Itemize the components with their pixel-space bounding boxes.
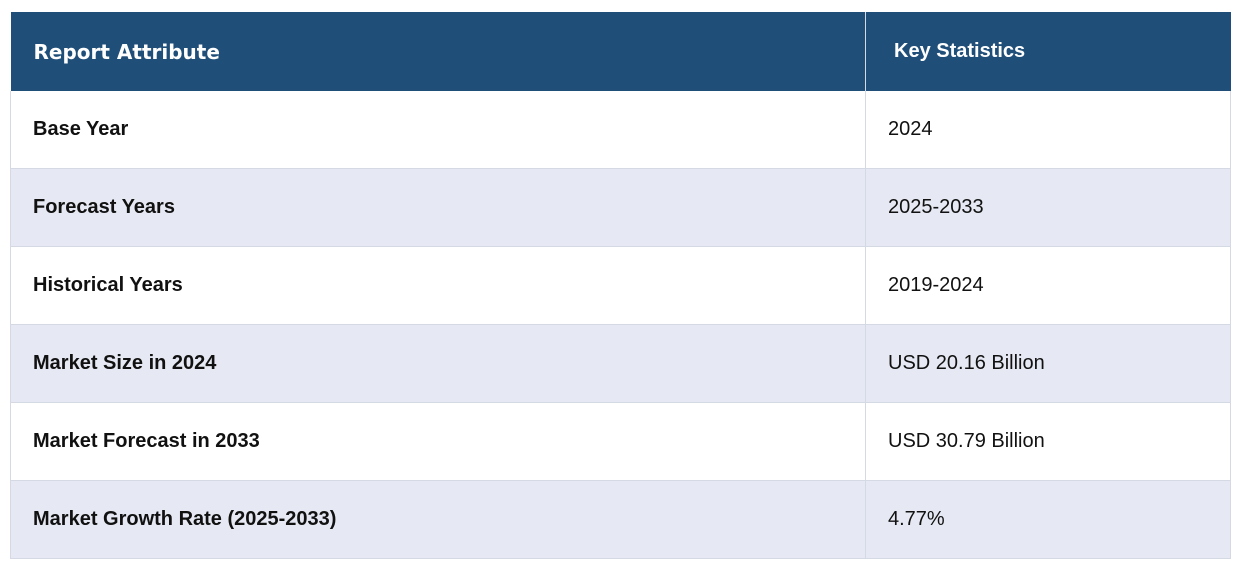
table-row: Forecast Years 2025-2033: [10, 168, 1231, 247]
row-value-cell: 2025-2033: [865, 168, 1231, 247]
table-row: Base Year 2024: [10, 91, 1231, 169]
row-attribute-cell: Base Year: [10, 91, 866, 169]
table-row: Market Growth Rate (2025-2033) 4.77%: [10, 480, 1231, 559]
row-attribute-cell: Market Growth Rate (2025-2033): [10, 480, 866, 559]
table-row: Historical Years 2019-2024: [10, 246, 1231, 325]
row-value-cell: 2019-2024: [865, 246, 1231, 325]
header-report-attribute: Report Attribute: [10, 12, 866, 91]
row-value-cell: 4.77%: [865, 480, 1231, 559]
header-key-statistics: Key Statistics: [865, 12, 1231, 91]
row-attribute-cell: Market Size in 2024: [10, 324, 866, 403]
table-header-row: Report Attribute Key Statistics: [10, 12, 1231, 91]
row-attribute-cell: Market Forecast in 2033: [10, 402, 866, 481]
report-table-container: Report Attribute Key Statistics Base Yea…: [10, 12, 1231, 559]
row-value-cell: USD 30.79 Billion: [865, 402, 1231, 481]
row-value-cell: USD 20.16 Billion: [865, 324, 1231, 403]
row-attribute-cell: Historical Years: [10, 246, 866, 325]
row-attribute-cell: Forecast Years: [10, 168, 866, 247]
table-row: Market Forecast in 2033 USD 30.79 Billio…: [10, 402, 1231, 481]
row-value-cell: 2024: [865, 91, 1231, 169]
table-row: Market Size in 2024 USD 20.16 Billion: [10, 324, 1231, 403]
report-table: Report Attribute Key Statistics Base Yea…: [10, 12, 1231, 559]
